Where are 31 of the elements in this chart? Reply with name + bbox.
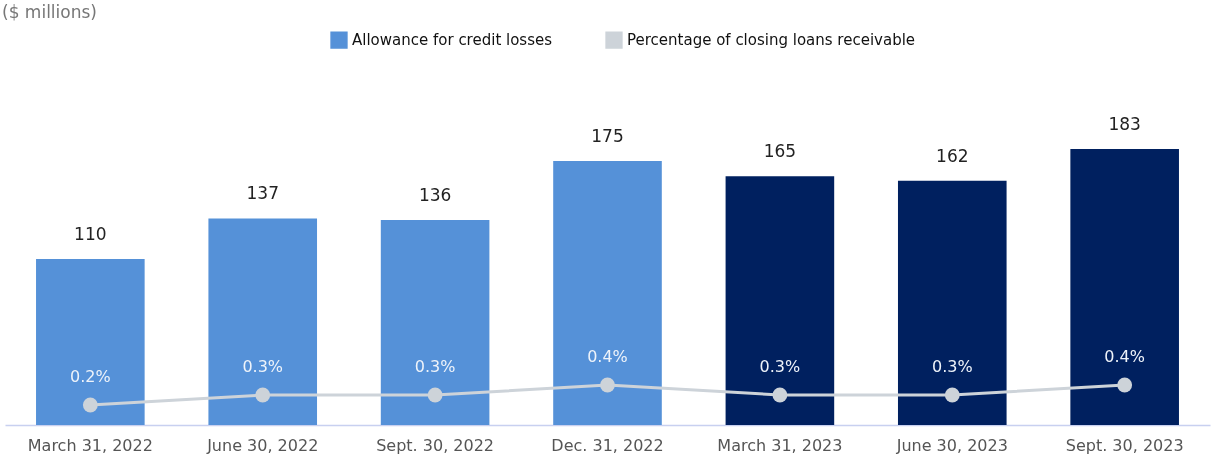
x-tick-label: June 30, 2022 <box>206 435 319 455</box>
bar <box>380 219 490 425</box>
bar <box>553 161 662 425</box>
data-label: 0.3% <box>242 357 284 376</box>
bar <box>1070 149 1179 425</box>
bar <box>725 176 835 425</box>
x-tick-label: June 30, 2023 <box>895 435 1008 455</box>
data-label: 0.4% <box>1104 347 1145 366</box>
x-tick-label: Dec. 31, 2022 <box>551 435 664 455</box>
data-label: 0.4% <box>587 347 628 366</box>
data-label: 162 <box>936 145 969 166</box>
legend-label: Allowance for credit losses <box>352 31 553 50</box>
x-tick-label: March 31, 2022 <box>27 435 153 455</box>
data-label: 165 <box>763 141 797 162</box>
data-label: 136 <box>418 184 452 205</box>
legend-label: Percentage of closing loans receivable <box>627 31 916 50</box>
data-label: 0.3% <box>931 357 973 376</box>
data-label: 175 <box>591 126 624 147</box>
text: ($ millions) <box>2 2 97 22</box>
data-label: 0.3% <box>759 357 801 376</box>
x-tick-label: Sept. 30, 2022 <box>376 435 495 455</box>
x-tick-label: March 31, 2023 <box>717 435 843 455</box>
bar <box>36 259 145 425</box>
data-label: 137 <box>246 183 279 204</box>
bar <box>897 180 1007 425</box>
data-label: 183 <box>1108 114 1141 134</box>
x-tick-label: Sept. 30, 2023 <box>1065 435 1184 455</box>
data-label: 110 <box>74 224 107 245</box>
data-label: 0.2% <box>70 367 111 386</box>
bar <box>208 218 318 425</box>
data-label: 0.3% <box>414 357 456 376</box>
